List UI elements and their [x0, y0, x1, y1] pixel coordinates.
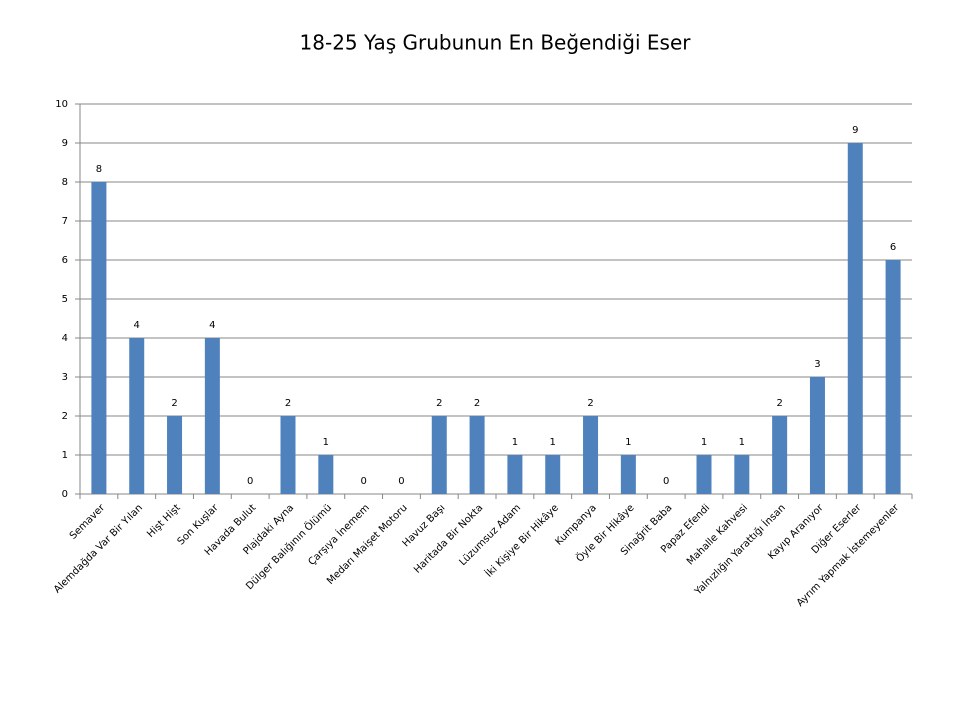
- data-label: 6: [890, 242, 896, 253]
- y-tick-label: 8: [62, 177, 68, 188]
- data-label: 0: [663, 476, 669, 487]
- bar: [204, 338, 220, 494]
- bar: [696, 455, 712, 494]
- bar: [507, 455, 523, 494]
- data-label: 2: [171, 398, 177, 409]
- bar: [431, 416, 447, 494]
- y-tick-label: 9: [62, 138, 68, 149]
- data-label: 1: [323, 437, 329, 448]
- bar: [469, 416, 485, 494]
- bar: [129, 338, 145, 494]
- bar: [167, 416, 183, 494]
- data-label: 2: [776, 398, 782, 409]
- bar: [318, 455, 334, 494]
- data-label: 2: [285, 398, 291, 409]
- x-tick-label: Hişt Hişt: [145, 502, 183, 540]
- y-tick-label: 5: [62, 294, 68, 305]
- x-tick-label: İki Kişiye Bir Hikâye: [482, 501, 561, 580]
- bar: [91, 182, 107, 494]
- data-label: 2: [474, 398, 480, 409]
- data-label: 4: [209, 320, 215, 331]
- y-tick-label: 7: [62, 216, 68, 227]
- chart-title: 18-25 Yaş Grubunun En Beğendiği Eser: [300, 31, 692, 55]
- y-tick-label: 6: [62, 255, 68, 266]
- data-label: 1: [625, 437, 631, 448]
- y-tick-label: 1: [62, 450, 68, 461]
- data-label: 1: [701, 437, 707, 448]
- bar: [620, 455, 636, 494]
- bar: [772, 416, 788, 494]
- y-tick-label: 2: [62, 411, 68, 422]
- bar: [583, 416, 599, 494]
- y-tick-label: 3: [62, 372, 68, 383]
- bar: [734, 455, 750, 494]
- y-tick-label: 10: [55, 99, 68, 110]
- bar: [545, 455, 561, 494]
- data-label: 1: [512, 437, 518, 448]
- data-label: 3: [814, 359, 820, 370]
- data-label: 0: [398, 476, 404, 487]
- data-label: 8: [96, 164, 102, 175]
- bar: [809, 377, 825, 494]
- bar: [847, 143, 863, 494]
- data-label: 9: [852, 125, 858, 136]
- data-label: 1: [739, 437, 745, 448]
- data-label: 2: [587, 398, 593, 409]
- bar: [885, 260, 901, 494]
- x-tick-label: Medarı Maişet Motoru: [325, 502, 410, 587]
- x-tick-label: Haritada Bir Nokta: [412, 502, 485, 575]
- data-label: 2: [436, 398, 442, 409]
- data-label: 4: [134, 320, 140, 331]
- x-tick-label: Semaver: [68, 502, 108, 542]
- data-label: 0: [360, 476, 366, 487]
- bar: [280, 416, 296, 494]
- y-tick-label: 4: [62, 333, 68, 344]
- y-tick-label: 0: [62, 489, 68, 500]
- data-label: 0: [247, 476, 253, 487]
- data-label: 1: [550, 437, 556, 448]
